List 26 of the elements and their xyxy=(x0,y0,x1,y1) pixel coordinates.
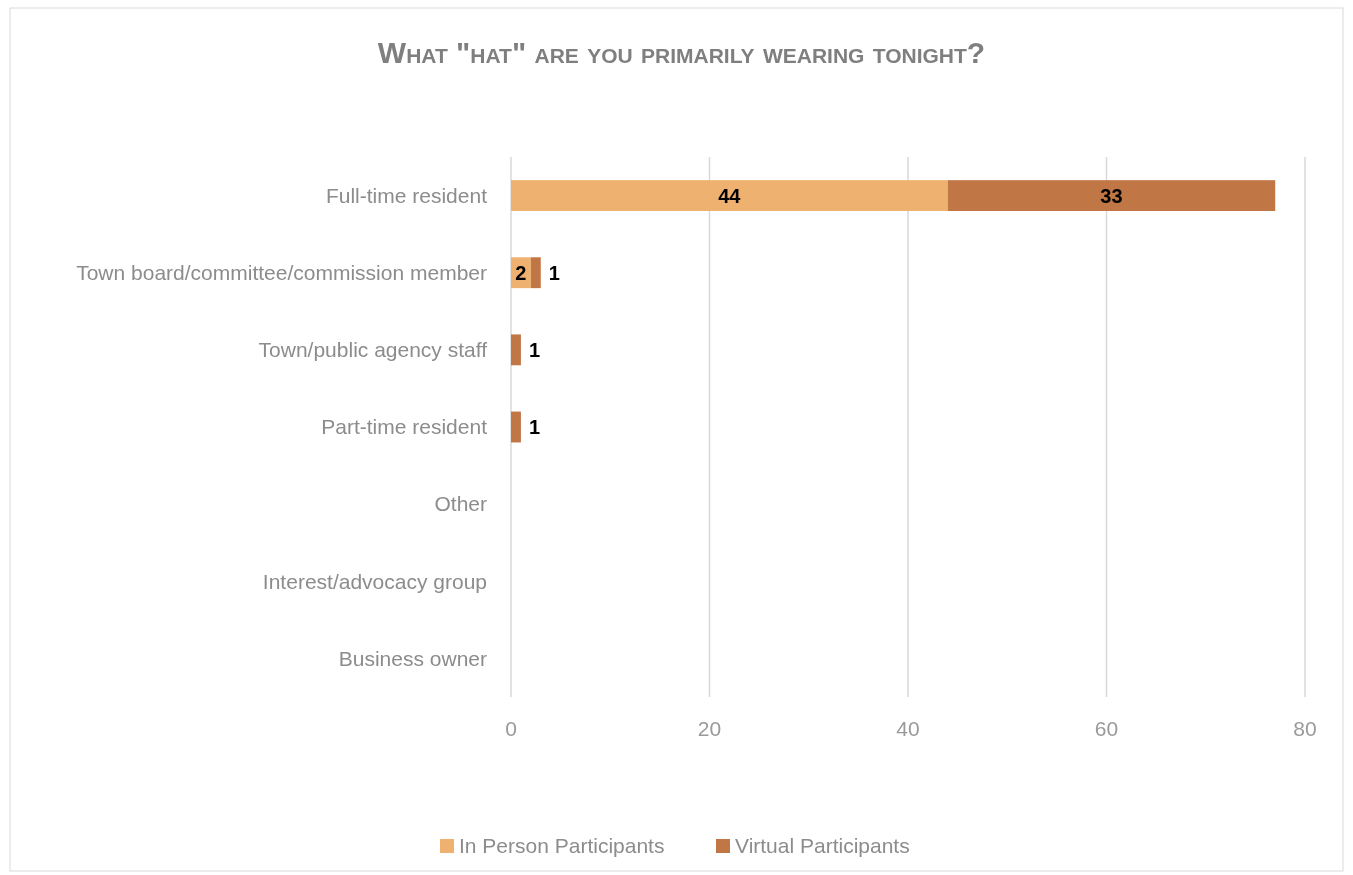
y-tick-label: Full-time resident xyxy=(325,183,488,207)
data-label: 2 xyxy=(515,261,527,284)
y-tick-label: Other xyxy=(434,492,487,516)
y-tick-label: Business owner xyxy=(338,646,487,670)
legend-label: In Person Participants xyxy=(459,834,665,858)
data-label: 1 xyxy=(528,338,541,361)
x-tick-label: 80 xyxy=(1293,717,1317,741)
bar xyxy=(530,257,541,289)
bar xyxy=(511,411,521,443)
data-label: 1 xyxy=(548,261,560,284)
x-tick-label: 0 xyxy=(505,717,517,741)
bar xyxy=(947,180,1276,211)
x-tick-label: 20 xyxy=(697,717,722,741)
chart-title: What "hat" are you primarily wearing tonight? xyxy=(377,36,986,69)
y-tick-label: Town/public agency staff xyxy=(258,338,488,362)
x-tick-label: 60 xyxy=(1094,717,1119,741)
x-tick-label: 40 xyxy=(896,717,920,741)
y-tick-label: Part-time resident xyxy=(321,415,488,439)
bar xyxy=(511,180,948,211)
y-tick-label: Town board/committee/commission member xyxy=(76,261,487,285)
y-tick-label: Interest/advocacy group xyxy=(262,569,487,593)
data-label: 1 xyxy=(528,416,541,438)
data-label: 44 xyxy=(718,184,742,207)
bar xyxy=(511,334,521,366)
legend-label: Virtual Participants xyxy=(735,834,910,858)
data-label: 33 xyxy=(1100,184,1123,207)
